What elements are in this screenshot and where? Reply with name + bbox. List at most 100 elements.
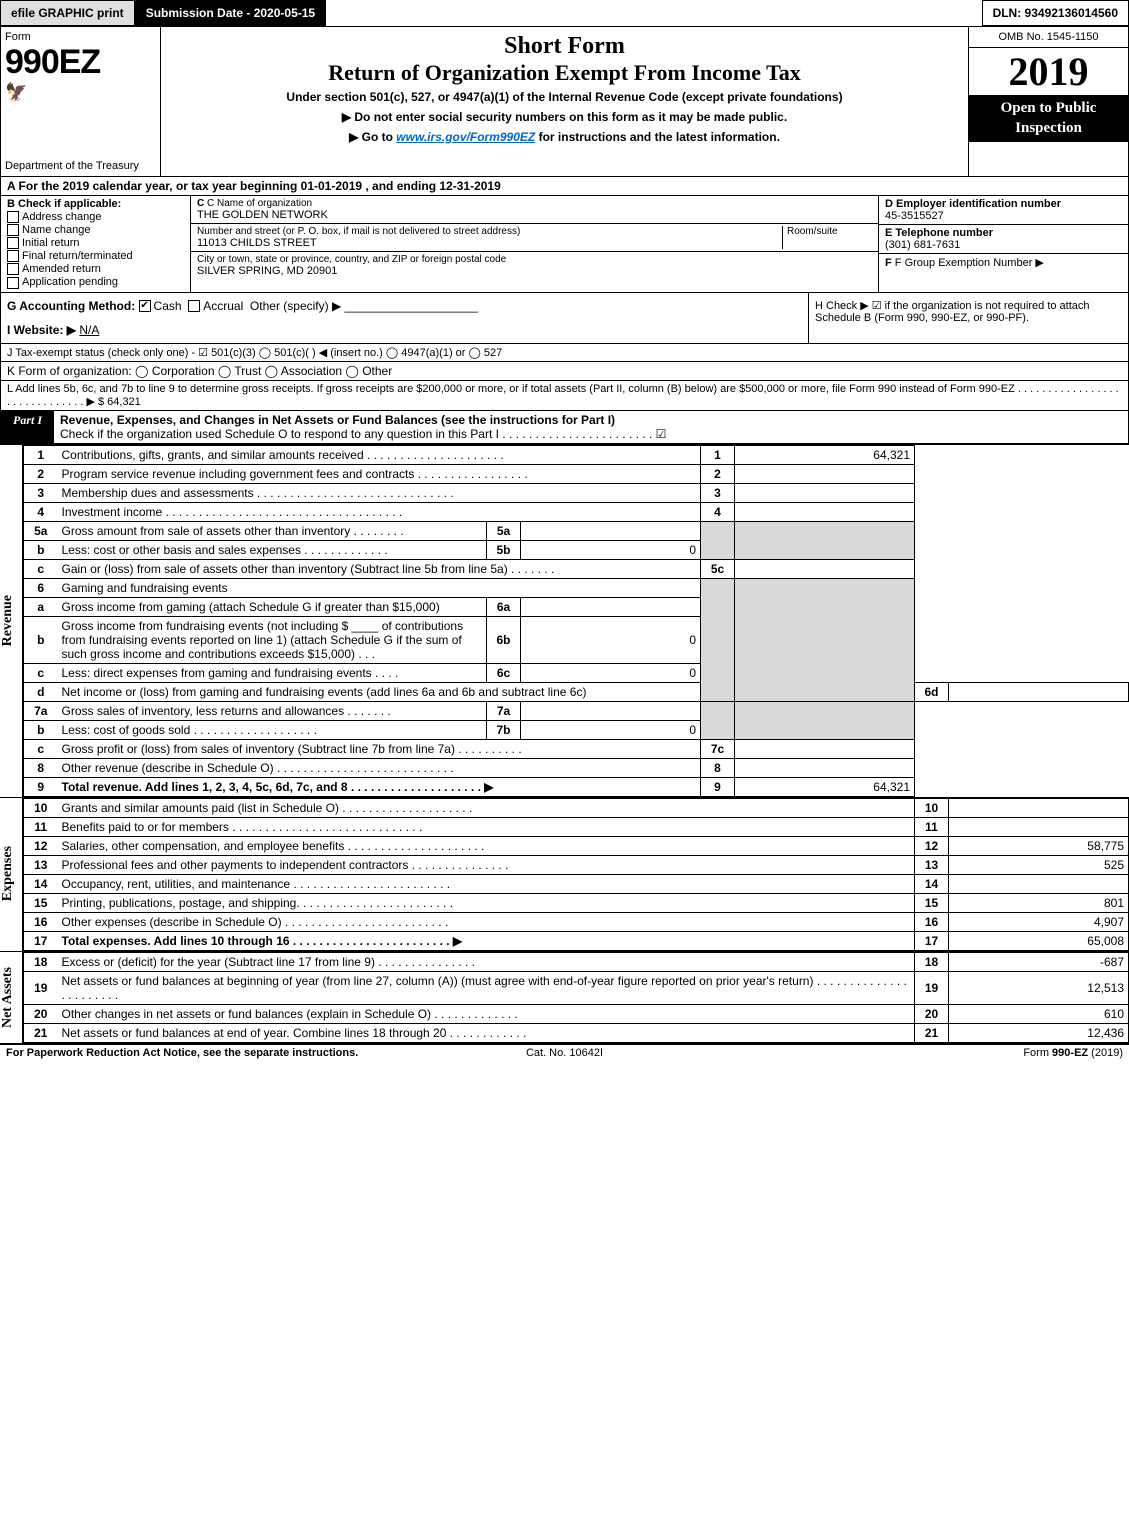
irs-link[interactable]: www.irs.gov/Form990EZ xyxy=(396,130,535,144)
line-14-val xyxy=(949,874,1129,893)
line-13-desc: Professional fees and other payments to … xyxy=(58,855,915,874)
eagle-icon: 🦅 xyxy=(5,82,156,103)
line-3-val xyxy=(735,483,915,502)
line-3-desc: Membership dues and assessments . . . . … xyxy=(58,483,701,502)
part-i-checkbox[interactable]: ☑ xyxy=(656,427,667,441)
e-row: E Telephone number (301) 681-7631 xyxy=(879,225,1128,254)
k-row: K Form of organization: ◯ Corporation ◯ … xyxy=(0,362,1129,381)
line-14-desc: Occupancy, rent, utilities, and maintena… xyxy=(58,874,915,893)
c-addr-row: Number and street (or P. O. box, if mail… xyxy=(191,224,878,252)
header-sub3: ▶ Go to www.irs.gov/Form990EZ for instru… xyxy=(171,130,958,144)
other-label: Other (specify) ▶ xyxy=(250,299,341,313)
line-11-desc: Benefits paid to or for members . . . . … xyxy=(58,817,915,836)
e-lbl: E Telephone number xyxy=(885,227,1122,239)
accrual-checkbox[interactable] xyxy=(188,300,200,312)
part-i-label: Part I xyxy=(1,411,54,443)
line-12-val: 58,775 xyxy=(949,836,1129,855)
efile-print-button[interactable]: efile GRAPHIC print xyxy=(0,0,135,26)
b-addr-change[interactable]: Address change xyxy=(7,211,184,223)
h-text: H Check ▶ ☑ if the organization is not r… xyxy=(815,300,1090,324)
ein-value: 45-3515527 xyxy=(885,210,1122,222)
line-6a-bval xyxy=(521,597,701,616)
header-sub1: Under section 501(c), 527, or 4947(a)(1)… xyxy=(171,90,958,104)
form-header-table: Form 990EZ 🦅 Department of the Treasury … xyxy=(0,26,1129,177)
line-11-val xyxy=(949,817,1129,836)
org-address: 11013 CHILDS STREET xyxy=(197,237,782,249)
i-label: I Website: ▶ xyxy=(7,323,76,337)
f-lbl: F F Group Exemption Number ▶ xyxy=(885,256,1122,269)
line-5c-val xyxy=(735,559,915,578)
submission-date-label: Submission Date - 2020-05-15 xyxy=(135,0,326,26)
line-6c-bval: 0 xyxy=(521,663,701,682)
line-2-val xyxy=(735,464,915,483)
open-inspection-label: Open to PublicInspection xyxy=(969,95,1128,142)
b-column: B Check if applicable: Address change Na… xyxy=(1,196,191,292)
org-city: SILVER SPRING, MD 20901 xyxy=(197,265,872,277)
g-h-row: G Accounting Method: Cash Accrual Other … xyxy=(0,293,1129,344)
line-13-val: 525 xyxy=(949,855,1129,874)
tax-year: 2019 xyxy=(969,48,1128,95)
line-5a-box: 5a xyxy=(487,521,521,540)
b-app-pending[interactable]: Application pending xyxy=(7,276,184,288)
g-label: G Accounting Method: xyxy=(7,299,135,313)
b-amended[interactable]: Amended return xyxy=(7,263,184,275)
row-a: A For the 2019 calendar year, or tax yea… xyxy=(0,177,1129,196)
line-16-desc: Other expenses (describe in Schedule O) … xyxy=(58,912,915,931)
line-5a-bval xyxy=(521,521,701,540)
accrual-label: Accrual xyxy=(203,299,243,313)
line-1-val: 64,321 xyxy=(735,445,915,464)
line-6a-desc: Gross income from gaming (attach Schedul… xyxy=(58,597,487,616)
netassets-table: 18Excess or (deficit) for the year (Subt… xyxy=(23,952,1129,1043)
spacer xyxy=(326,0,981,26)
footer-right: Form 990-EZ (2019) xyxy=(751,1047,1123,1059)
line-19-desc: Net assets or fund balances at beginning… xyxy=(58,971,915,1004)
room-lbl: Room/suite xyxy=(787,226,872,237)
line-1-desc: Contributions, gifts, grants, and simila… xyxy=(58,445,701,464)
g-cell: G Accounting Method: Cash Accrual Other … xyxy=(1,293,808,343)
line-21-val: 12,436 xyxy=(949,1023,1129,1042)
b-final-return[interactable]: Final return/terminated xyxy=(7,250,184,262)
line-5b-bval: 0 xyxy=(521,540,701,559)
line-6d-val xyxy=(949,682,1129,701)
expenses-table: 10Grants and similar amounts paid (list … xyxy=(23,798,1129,951)
cash-checkbox[interactable] xyxy=(139,300,151,312)
line-2-desc: Program service revenue including govern… xyxy=(58,464,701,483)
line-6-desc: Gaming and fundraising events xyxy=(58,578,701,597)
line-6c-box: 6c xyxy=(487,663,521,682)
line-7a-box: 7a xyxy=(487,701,521,720)
line-9-desc: Total revenue. Add lines 1, 2, 3, 4, 5c,… xyxy=(58,777,701,796)
header-right-cell: OMB No. 1545-1150 2019 Open to PublicIns… xyxy=(969,27,1129,177)
footer-left: For Paperwork Reduction Act Notice, see … xyxy=(6,1047,378,1059)
footer-cat-no: Cat. No. 10642I xyxy=(378,1047,750,1059)
c-addr-lbl: Number and street (or P. O. box, if mail… xyxy=(197,226,782,237)
c-name-row: C C Name of organization THE GOLDEN NETW… xyxy=(191,196,878,224)
line-5c-desc: Gain or (loss) from sale of assets other… xyxy=(58,559,701,578)
short-form-title: Short Form xyxy=(171,33,958,60)
section-b-through-f: B Check if applicable: Address change Na… xyxy=(0,196,1129,293)
page-footer: For Paperwork Reduction Act Notice, see … xyxy=(0,1044,1129,1061)
b-name-change[interactable]: Name change xyxy=(7,224,184,236)
d-row: D Employer identification number 45-3515… xyxy=(879,196,1128,225)
line-10-val xyxy=(949,798,1129,817)
line-7b-box: 7b xyxy=(487,720,521,739)
org-name: THE GOLDEN NETWORK xyxy=(197,209,872,221)
line-7c-desc: Gross profit or (loss) from sales of inv… xyxy=(58,739,701,758)
netassets-vlabel-cell: Net Assets xyxy=(0,952,23,1043)
sub3-pre: ▶ Go to xyxy=(349,130,396,144)
line-6b-desc: Gross income from fundraising events (no… xyxy=(58,616,487,663)
line-10-desc: Grants and similar amounts paid (list in… xyxy=(58,798,915,817)
form-number: 990EZ xyxy=(5,43,156,82)
expenses-section: Expenses 10Grants and similar amounts pa… xyxy=(0,797,1129,951)
header-left-cell: Form 990EZ 🦅 Department of the Treasury xyxy=(1,27,161,177)
h-cell: H Check ▶ ☑ if the organization is not r… xyxy=(808,293,1128,343)
i-row: I Website: ▶ N/A xyxy=(7,323,802,337)
d-e-f-column: D Employer identification number 45-3515… xyxy=(878,196,1128,292)
line-8-val xyxy=(735,758,915,777)
b-initial-return[interactable]: Initial return xyxy=(7,237,184,249)
part-i-header: Part I Revenue, Expenses, and Changes in… xyxy=(0,411,1129,444)
netassets-vlabel: Net Assets xyxy=(0,963,22,1032)
line-6b-bval: 0 xyxy=(521,616,701,663)
line-21-desc: Net assets or fund balances at end of ye… xyxy=(58,1023,915,1042)
line-6b-box: 6b xyxy=(487,616,521,663)
line-16-val: 4,907 xyxy=(949,912,1129,931)
